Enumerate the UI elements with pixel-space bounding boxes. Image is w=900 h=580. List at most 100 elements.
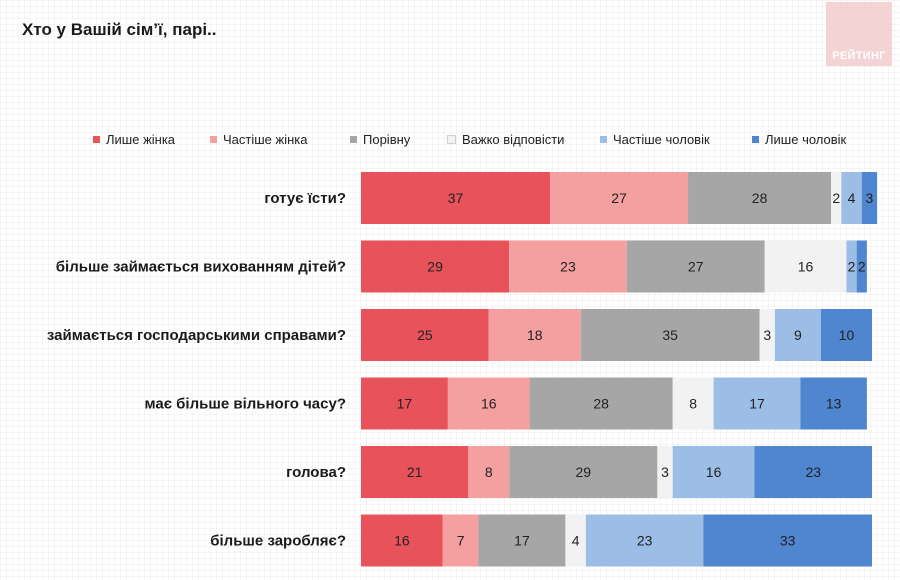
bar-segment (754, 446, 872, 498)
bar-segment (861, 172, 878, 224)
data-label: 16 (798, 259, 814, 275)
rating-logo: РЕЙТИНГ (826, 2, 892, 66)
bar-segment (774, 309, 821, 361)
data-label: 23 (560, 259, 576, 275)
bar-segment (580, 309, 760, 361)
data-label: 10 (839, 327, 855, 343)
data-label: 23 (805, 464, 821, 480)
data-label: 28 (593, 396, 609, 412)
legend-item-only-woman: Лише жінка (93, 132, 175, 147)
legend-label-only-man: Лише чоловік (765, 132, 847, 147)
data-label: 7 (457, 533, 465, 549)
legend-label-equally: Порівну (363, 132, 411, 147)
bar-segment (800, 377, 867, 430)
bar-segment (442, 514, 479, 567)
data-label: 17 (749, 396, 765, 412)
bar-segment (488, 309, 581, 361)
bar-segment (478, 514, 566, 567)
legend-swatch-more-often-man (600, 136, 607, 143)
legend-item-more-often-man: Частіше чоловік (600, 132, 710, 147)
bar-segment (688, 172, 832, 224)
data-label: 16 (394, 533, 410, 549)
legend-item-equally: Порівну (350, 132, 410, 147)
legend-swatch-only-woman (93, 136, 100, 143)
data-label: 17 (514, 533, 530, 549)
bar-segment (361, 377, 448, 430)
data-label: 8 (485, 464, 493, 480)
data-label: 28 (752, 190, 768, 206)
data-label: 4 (848, 190, 856, 206)
data-label: 33 (780, 533, 796, 549)
category-label: більше займається вихованням дітей? (56, 259, 346, 276)
bar-segment (856, 240, 867, 293)
data-label: 8 (689, 396, 697, 412)
data-label: 2 (848, 259, 856, 275)
data-label: 17 (397, 396, 413, 412)
bar-segment (361, 309, 489, 361)
bar-segment (361, 514, 443, 567)
bar-segment (759, 309, 775, 361)
data-label: 35 (662, 327, 678, 343)
data-label: 4 (572, 533, 580, 549)
legend-item-more-often-woman: Частіше жінка (210, 132, 307, 147)
legend-item-hard-to-say: Важко відповісти (447, 132, 564, 147)
bar-segment (509, 240, 627, 293)
data-label: 3 (661, 464, 669, 480)
chart-legend: Лише жінка Частіше жінка Порівну Важко в… (0, 132, 900, 150)
legend-label-more-often-man: Частіше чоловік (613, 132, 710, 147)
bar-segment (672, 446, 755, 498)
bar-segment (703, 514, 872, 567)
data-label: 37 (448, 190, 464, 206)
data-label: 27 (611, 190, 627, 206)
data-label: 16 (481, 396, 497, 412)
category-label: має більше вільного часу? (144, 396, 346, 413)
bar-segment (672, 377, 714, 430)
chart-title: Хто у Вашій сім’ї, парі.. (22, 20, 217, 39)
data-label: 9 (794, 327, 802, 343)
data-label: 25 (417, 327, 433, 343)
legend-label-hard-to-say: Важко відповісти (462, 132, 565, 147)
legend-swatch-equally (350, 136, 357, 143)
data-label: 3 (763, 327, 771, 343)
bar-segment (713, 377, 801, 430)
category-label: готує їсти? (264, 190, 346, 207)
category-label: більше заробляє? (210, 533, 346, 550)
bar-segment (585, 514, 704, 567)
bar-segment (447, 377, 530, 430)
data-label: 18 (527, 327, 543, 343)
bar-segment (509, 446, 658, 498)
bar-segment (529, 377, 673, 430)
legend-swatch-more-often-woman (210, 136, 217, 143)
bar-segment (361, 240, 510, 293)
logo-text: РЕЙТИНГ (832, 50, 886, 62)
data-label: 29 (427, 259, 443, 275)
data-label: 21 (407, 464, 423, 480)
data-label: 27 (688, 259, 704, 275)
legend-item-only-man: Лише чоловік (752, 132, 846, 147)
bar-segment (626, 240, 765, 293)
bar-segment (361, 446, 469, 498)
bar-segment (657, 446, 673, 498)
legend-label-only-woman: Лише жінка (106, 132, 176, 147)
category-label: голова? (286, 464, 346, 481)
data-label: 3 (866, 190, 874, 206)
bar-segment (841, 172, 862, 224)
data-label: 16 (706, 464, 722, 480)
bar-segment (361, 172, 551, 224)
bar-segment (846, 240, 857, 293)
bar-segment (831, 172, 842, 224)
bar-segment (468, 446, 510, 498)
legend-swatch-only-man (752, 136, 759, 143)
bar-segment (764, 240, 847, 293)
data-label: 23 (637, 533, 653, 549)
bar-segment (550, 172, 689, 224)
bar-segment (820, 309, 872, 361)
category-label: займається господарськими справами? (47, 327, 346, 344)
data-label: 13 (826, 396, 842, 412)
data-label: 2 (858, 259, 866, 275)
data-label: 29 (575, 464, 591, 480)
legend-label-more-often-woman: Частіше жінка (223, 132, 308, 147)
data-label: 2 (832, 190, 840, 206)
bar-segment (565, 514, 586, 567)
